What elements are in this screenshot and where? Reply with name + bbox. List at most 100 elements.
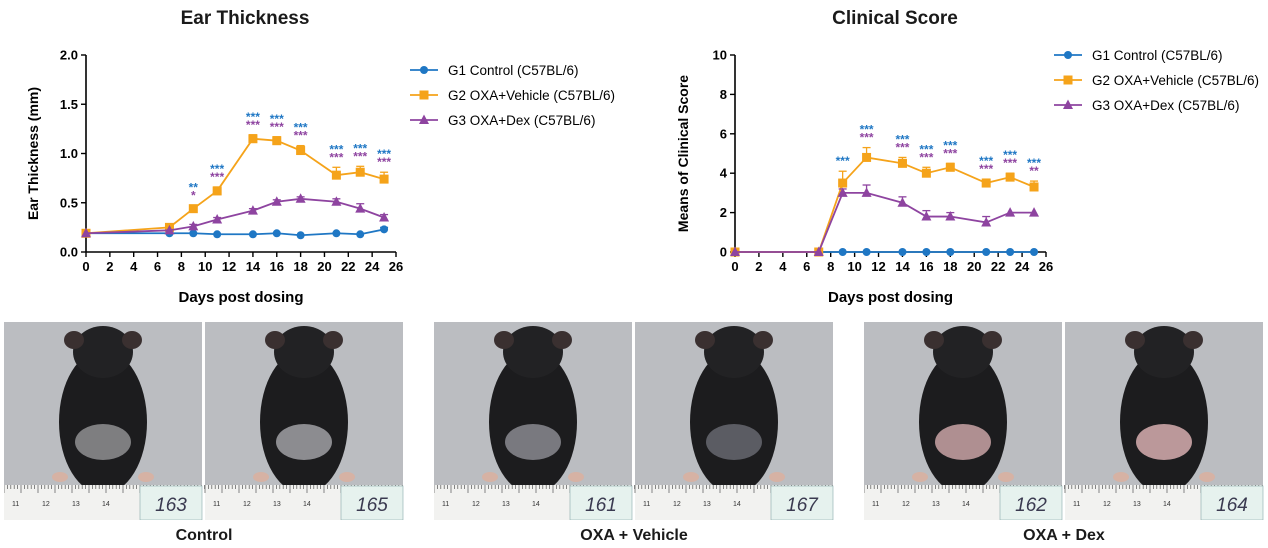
mouse-paw [1113, 472, 1129, 482]
ruler-number: 11 [442, 501, 449, 508]
mouse-body [260, 350, 348, 494]
mouse-ear [122, 331, 142, 349]
x-tick-label: 26 [389, 259, 403, 274]
ruler-number: 14 [962, 501, 970, 508]
data-point [1005, 172, 1015, 182]
legend-marker [1064, 51, 1072, 59]
ruler-number: 14 [532, 501, 540, 508]
ruler-number: 12 [1103, 501, 1111, 508]
ruler-number: 13 [72, 501, 80, 508]
data-point [212, 186, 222, 196]
ruler-number: 14 [102, 501, 110, 508]
mouse-body [59, 350, 147, 494]
mouse-ear [552, 331, 572, 349]
ear-thickness-title: Ear Thickness [180, 8, 310, 29]
significance-blue: *** [919, 142, 933, 156]
x-tick-label: 20 [967, 259, 981, 274]
significance-purple: *** [1003, 156, 1017, 170]
ruler-number: 12 [902, 501, 910, 508]
data-point [730, 246, 740, 256]
data-point [862, 152, 872, 162]
legend-label: G1 Control (C57BL/6) [1092, 48, 1223, 63]
y-tick-label: 0.5 [60, 195, 78, 210]
data-point [295, 193, 306, 203]
x-tick-label: 24 [365, 259, 380, 274]
caption-oxa-vehicle: OXA + Vehicle [580, 527, 688, 544]
x-tick-label: 4 [779, 259, 787, 274]
specimen-tag [139, 485, 203, 520]
mouse-body [489, 350, 577, 494]
ruler-number: 12 [673, 501, 681, 508]
mouse-photo: 11 12 13 14 165 [204, 322, 404, 520]
mouse-paw [912, 472, 928, 482]
y-tick-label: 2.0 [60, 48, 78, 63]
x-tick-label: 2 [106, 259, 113, 274]
data-point [188, 220, 199, 231]
data-point [356, 230, 365, 239]
ruler-number: 11 [1073, 501, 1080, 508]
series-3 [81, 193, 390, 238]
ruler-number: 13 [1133, 501, 1141, 508]
data-point [213, 230, 222, 239]
x-axis-label: Days post dosing [178, 289, 303, 306]
shaved-skin-patch [505, 424, 561, 460]
specimen-tag [340, 485, 404, 520]
x-tick-label: 8 [178, 259, 185, 274]
data-point [248, 134, 258, 144]
significance-purple: *** [895, 140, 909, 154]
legend-marker [420, 66, 428, 74]
x-tick-label: 24 [1015, 259, 1030, 274]
shaved-skin-patch [1136, 424, 1192, 460]
x-tick-label: 10 [847, 259, 861, 274]
mouse-paw [339, 472, 355, 482]
data-point [813, 246, 824, 256]
significance-purple: *** [353, 149, 367, 163]
ruler-number: 13 [932, 501, 940, 508]
data-point [355, 203, 366, 213]
x-tick-label: 18 [293, 259, 307, 274]
y-tick-label: 6 [720, 126, 727, 141]
mouse-head [503, 326, 563, 378]
data-point [296, 231, 305, 240]
ruler-number: 12 [42, 501, 50, 508]
data-point [1030, 248, 1039, 256]
x-tick-label: 26 [1039, 259, 1053, 274]
data-point [945, 162, 955, 172]
data-point [982, 248, 991, 256]
y-tick-label: 0 [720, 245, 727, 260]
y-tick-label: 1.0 [60, 146, 78, 161]
data-point [981, 178, 991, 188]
x-axis-label: Days post dosing [828, 289, 953, 306]
mouse-paw [138, 472, 154, 482]
significance-blue: *** [246, 110, 260, 124]
data-point [355, 167, 365, 177]
caption-control: Control [175, 527, 233, 544]
data-point [921, 211, 932, 221]
x-tick-label: 8 [827, 259, 834, 274]
legend-label: G1 Control (C57BL/6) [448, 63, 579, 78]
significance-blue: *** [836, 154, 850, 168]
x-tick-label: 22 [341, 259, 355, 274]
oxa-vehicle-mouse-photos: 11 12 13 14 161 11 12 13 14 167 [434, 322, 834, 520]
x-tick-label: 10 [198, 259, 212, 274]
significance-blue: *** [943, 138, 957, 152]
significance-purple: ** [1029, 164, 1039, 178]
significance-purple: *** [270, 120, 284, 134]
y-tick-label: 2 [720, 205, 727, 220]
significance-blue: *** [329, 142, 343, 156]
shaved-skin-patch [75, 424, 131, 460]
data-point [272, 229, 281, 238]
data-point [81, 227, 91, 238]
mouse-paw [998, 472, 1014, 482]
x-tick-label: 12 [871, 259, 885, 274]
significance-blue: *** [895, 132, 909, 146]
ruler-number: 12 [243, 501, 251, 508]
series-line [735, 191, 1035, 253]
mouse-ear [982, 331, 1002, 349]
y-tick-label: 1.5 [60, 97, 78, 112]
mouse-head [933, 326, 993, 378]
x-tick-label: 12 [222, 259, 236, 274]
significance-purple: *** [979, 162, 993, 176]
data-point [332, 229, 341, 238]
